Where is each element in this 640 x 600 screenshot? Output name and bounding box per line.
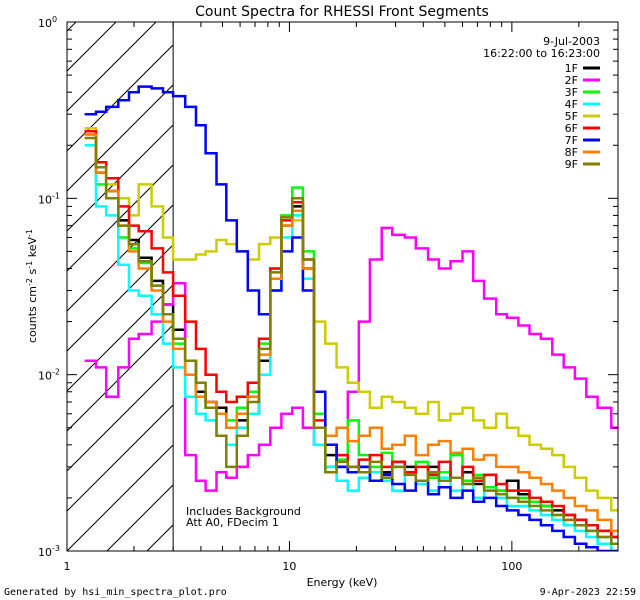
footer-timestamp: 9-Apr-2023 22:59 [540,587,636,598]
y-tick-label: 10-1 [38,191,60,206]
series-line-4F [84,144,618,551]
hatch-line [67,284,174,392]
excluded-energy-hatch [67,22,174,551]
y-tick-label: 10-3 [38,544,60,559]
y-tick-label: 100 [38,15,57,30]
y-axis-label-exp1: -2 [25,278,34,286]
series-layer [84,85,618,551]
plot-frame [66,21,619,552]
axis-ticks [66,21,619,552]
y-axis-label: counts cm-2 s-1 keV-1 [25,229,39,343]
x-tick-label: 10 [282,560,296,573]
x-tick-label: 100 [501,560,522,573]
observation-date: 9-Jul-2003 [543,35,600,48]
hatch-line [67,84,174,192]
series-line-9F [84,136,618,545]
x-axis-label: Energy (keV) [307,576,378,589]
hatch-line [67,204,174,312]
background-note: Includes Background [186,505,301,518]
x-tick-label: 1 [64,560,71,573]
hatch-line [67,22,157,112]
legend-label-6F: 6F [565,122,578,135]
legend-label-3F: 3F [565,86,578,99]
legend-label-7F: 7F [565,134,578,147]
y-axis-label-exp2: -1 [25,261,34,269]
legend-label-5F: 5F [565,110,578,123]
series-line-6F [84,130,618,539]
y-axis-label-s: s [26,268,39,277]
legend-label-1F: 1F [565,62,578,75]
x-tick-labels: 1 10 100 [64,560,523,573]
legend-label-2F: 2F [565,74,578,87]
y-axis-label-kev: keV [26,237,39,261]
hatch-line [67,444,174,551]
footer-generated-by: Generated by hsi_min_spectra_plot.pro [4,587,227,598]
legend-label-9F: 9F [565,158,578,171]
y-tick-label: 10-2 [38,368,60,383]
y-axis-label-exp3: -1 [25,229,34,237]
legend-label-8F: 8F [565,146,578,159]
y-axis-label-base: counts cm [26,286,39,343]
y-tick-labels: 10-3 10-2 10-1 100 [38,15,60,559]
chart-title: Count Spectra for RHESSI Front Segments [195,4,489,20]
hatch-line [67,244,174,352]
series-line-5F [84,126,618,512]
hatch-line [67,364,174,472]
legend-label-4F: 4F [565,98,578,111]
observation-time-range: 16:22:00 to 16:23:00 [483,47,600,60]
attenuator-note: Att A0, FDecim 1 [186,516,279,529]
hatch-line [67,44,174,152]
hatch-line [67,404,174,512]
